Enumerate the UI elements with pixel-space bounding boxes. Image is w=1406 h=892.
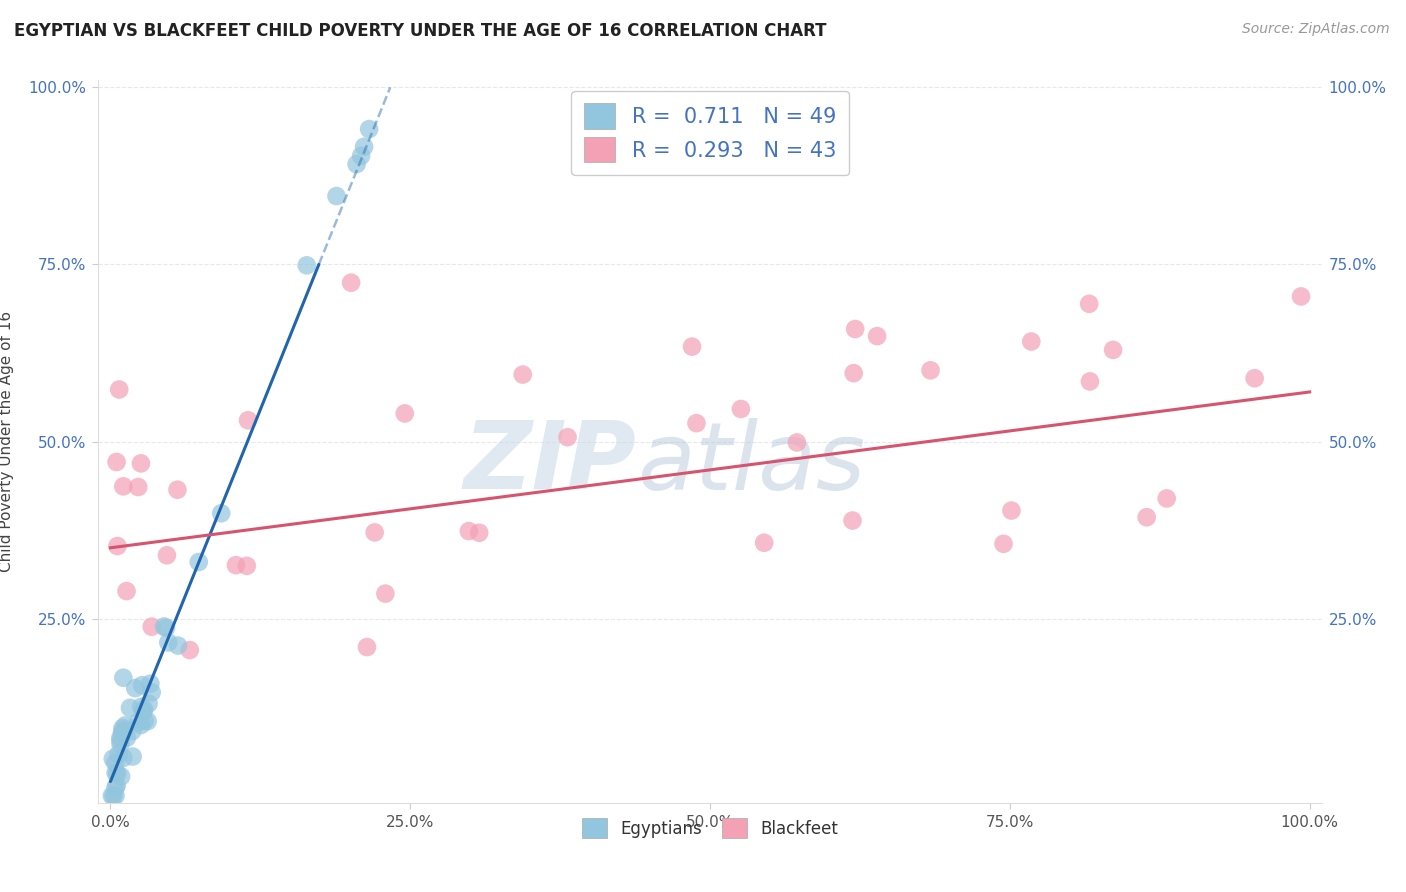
Point xyxy=(138,697,160,711)
Point xyxy=(1136,510,1159,524)
Point xyxy=(295,258,318,272)
Point xyxy=(141,685,163,699)
Point xyxy=(394,406,416,420)
Point xyxy=(134,702,156,716)
Point xyxy=(124,681,146,695)
Point xyxy=(139,676,162,690)
Point xyxy=(166,483,188,497)
Legend: Egyptians, Blackfeet: Egyptians, Blackfeet xyxy=(575,812,845,845)
Point xyxy=(110,769,132,783)
Point xyxy=(681,340,703,354)
Y-axis label: Child Poverty Under the Age of 16: Child Poverty Under the Age of 16 xyxy=(0,311,14,572)
Point xyxy=(920,363,942,377)
Point xyxy=(156,548,179,562)
Point xyxy=(112,723,135,738)
Point xyxy=(346,157,368,171)
Point xyxy=(167,639,190,653)
Point xyxy=(112,751,135,765)
Point xyxy=(136,714,159,729)
Point xyxy=(127,715,149,730)
Point xyxy=(110,731,132,745)
Text: atlas: atlas xyxy=(637,417,865,508)
Point xyxy=(129,699,152,714)
Point xyxy=(1000,503,1022,517)
Point xyxy=(101,789,124,803)
Point xyxy=(111,721,134,735)
Point xyxy=(1156,491,1178,506)
Point xyxy=(236,413,259,427)
Point xyxy=(786,435,808,450)
Point xyxy=(104,789,127,803)
Point xyxy=(108,383,131,397)
Point xyxy=(112,479,135,493)
Point xyxy=(359,122,381,136)
Point xyxy=(374,586,396,600)
Point xyxy=(112,671,135,685)
Point xyxy=(353,140,375,154)
Point xyxy=(121,724,143,739)
Point xyxy=(134,714,156,728)
Point xyxy=(325,189,347,203)
Point xyxy=(754,535,776,549)
Point xyxy=(111,724,134,739)
Point xyxy=(141,620,163,634)
Point xyxy=(153,619,176,633)
Point xyxy=(842,366,865,380)
Point xyxy=(557,430,579,444)
Point xyxy=(129,718,152,732)
Point xyxy=(1078,375,1101,389)
Point xyxy=(350,149,373,163)
Point xyxy=(103,789,125,803)
Text: EGYPTIAN VS BLACKFEET CHILD POVERTY UNDER THE AGE OF 16 CORRELATION CHART: EGYPTIAN VS BLACKFEET CHILD POVERTY UNDE… xyxy=(14,22,827,40)
Point xyxy=(115,731,138,745)
Point xyxy=(512,368,534,382)
Point xyxy=(157,635,180,649)
Point xyxy=(866,329,889,343)
Point xyxy=(115,584,138,599)
Point xyxy=(363,525,385,540)
Point xyxy=(468,525,491,540)
Point xyxy=(340,276,363,290)
Point xyxy=(110,737,132,751)
Point xyxy=(457,524,479,538)
Point xyxy=(107,539,129,553)
Point xyxy=(132,705,155,719)
Point xyxy=(127,480,149,494)
Point xyxy=(236,558,259,573)
Point xyxy=(993,537,1015,551)
Point xyxy=(131,678,153,692)
Point xyxy=(1078,297,1101,311)
Point xyxy=(129,456,152,470)
Point xyxy=(225,558,247,573)
Point xyxy=(841,514,863,528)
Point xyxy=(104,780,127,795)
Point xyxy=(1243,371,1265,385)
Point xyxy=(356,640,378,654)
Point xyxy=(844,322,866,336)
Point xyxy=(155,621,177,635)
Point xyxy=(105,779,128,793)
Point xyxy=(730,402,752,417)
Point xyxy=(105,766,128,780)
Point xyxy=(107,747,129,762)
Point xyxy=(121,749,143,764)
Point xyxy=(105,455,128,469)
Point xyxy=(1289,289,1312,303)
Point xyxy=(209,506,232,520)
Point xyxy=(685,416,707,430)
Point xyxy=(111,726,134,740)
Point xyxy=(1019,334,1042,349)
Text: ZIP: ZIP xyxy=(464,417,637,509)
Point xyxy=(187,555,209,569)
Point xyxy=(110,733,132,747)
Point xyxy=(104,766,127,780)
Point xyxy=(118,701,141,715)
Point xyxy=(101,752,124,766)
Text: Source: ZipAtlas.com: Source: ZipAtlas.com xyxy=(1241,22,1389,37)
Point xyxy=(114,718,136,732)
Point xyxy=(104,756,127,771)
Point xyxy=(179,643,201,657)
Point xyxy=(1102,343,1125,357)
